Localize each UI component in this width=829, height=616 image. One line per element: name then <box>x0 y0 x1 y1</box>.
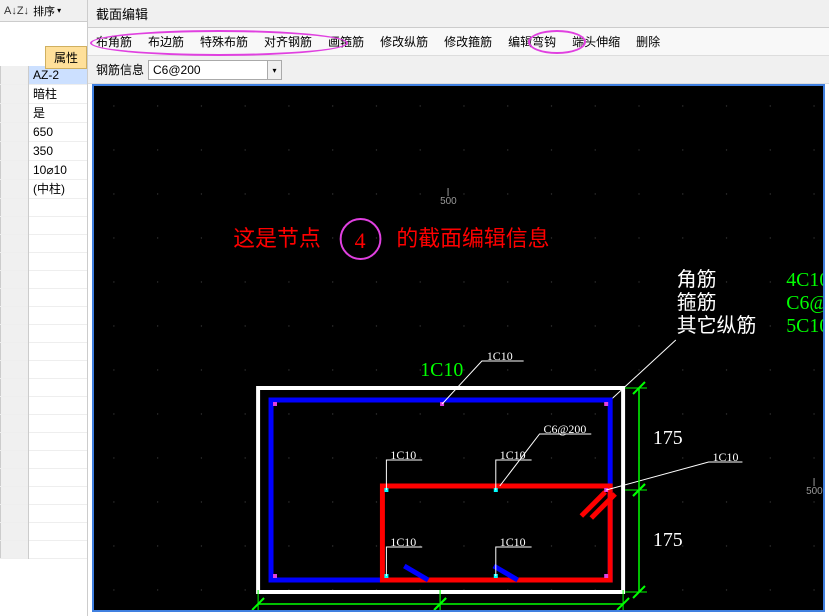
prop-row[interactable]: 650 <box>1 123 88 142</box>
svg-text:箍筋: 箍筋 <box>677 291 717 314</box>
svg-text:4: 4 <box>355 228 366 253</box>
svg-text:1C10: 1C10 <box>487 349 513 363</box>
svg-text:500: 500 <box>806 486 823 497</box>
drawing-canvas[interactable]: 500 500 这是节点 4 的截面编辑信息角筋 4C10 箍筋 C6@200 其它纵筋 5C10… <box>94 86 823 610</box>
svg-text:这是节点: 这是节点 <box>233 226 321 251</box>
prop-value: (中柱) <box>29 180 88 199</box>
sort-bar[interactable]: A↓Z↓ 排序 ▾ <box>0 0 87 22</box>
prop-value: 是 <box>29 104 88 123</box>
prop-row[interactable]: (中柱) <box>1 180 88 199</box>
svg-text:175: 175 <box>653 427 683 449</box>
sort-icon: A↓Z↓ <box>4 5 29 17</box>
main-area: 截面编辑 布角筋布边筋特殊布筋对齐钢筋画箍筋修改纵筋修改箍筋编辑弯钩端头伸缩删除… <box>88 0 829 616</box>
svg-text:1C10: 1C10 <box>390 448 416 462</box>
row-num-cell <box>1 161 29 180</box>
svg-text:1C10: 1C10 <box>420 359 463 381</box>
svg-text:500: 500 <box>440 196 457 207</box>
row-num-cell <box>1 180 29 199</box>
prop-row[interactable]: 暗柱 <box>1 85 88 104</box>
prop-header: 属性 <box>0 22 87 66</box>
svg-text:的截面编辑信息: 的截面编辑信息 <box>396 226 549 251</box>
rebar-info-dropdown[interactable]: ▾ <box>268 60 282 80</box>
canvas-wrap: 500 500 这是节点 4 的截面编辑信息角筋 4C10 箍筋 C6@200 其它纵筋 5C10… <box>92 84 825 612</box>
svg-text:其它纵筋: 其它纵筋 <box>677 314 757 337</box>
prop-row[interactable]: 350 <box>1 142 88 161</box>
sort-label: 排序 <box>33 3 55 19</box>
tool-布边筋[interactable]: 布边筋 <box>140 29 192 54</box>
tool-特殊布筋[interactable]: 特殊布筋 <box>192 29 256 54</box>
chevron-down-icon: ▾ <box>57 6 61 15</box>
row-num-cell <box>1 85 29 104</box>
rebar-info-label: 钢筋信息 <box>96 61 144 78</box>
panel-title-text: 截面编辑 <box>96 4 148 23</box>
tool-布角筋[interactable]: 布角筋 <box>88 29 140 54</box>
svg-text:1C10: 1C10 <box>390 535 416 549</box>
rebar-info-input[interactable] <box>148 60 268 80</box>
panel-title: 截面编辑 <box>88 0 829 28</box>
prop-row[interactable]: 10⌀10 <box>1 161 88 180</box>
row-num-cell <box>1 142 29 161</box>
tool-修改箍筋[interactable]: 修改箍筋 <box>436 29 500 54</box>
prop-row[interactable]: 是 <box>1 104 88 123</box>
prop-tab[interactable]: 属性 <box>45 46 87 69</box>
prop-value: 暗柱 <box>29 85 88 104</box>
tool-编辑弯钩[interactable]: 编辑弯钩 <box>500 29 564 54</box>
svg-text:1C10: 1C10 <box>713 450 739 464</box>
property-list: AZ-2暗柱是65035010⌀10(中柱) <box>0 66 87 559</box>
svg-text:C6@200: C6@200 <box>786 292 823 314</box>
info-bar: 钢筋信息 ▾ <box>88 56 829 84</box>
tool-端头伸缩[interactable]: 端头伸缩 <box>564 29 628 54</box>
svg-text:175: 175 <box>653 529 683 551</box>
left-panel: A↓Z↓ 排序 ▾ 属性 AZ-2暗柱是65035010⌀10(中柱) <box>0 0 88 616</box>
tool-修改纵筋[interactable]: 修改纵筋 <box>372 29 436 54</box>
svg-text:1C10: 1C10 <box>500 535 526 549</box>
svg-text:角筋: 角筋 <box>677 268 717 291</box>
prop-value: 350 <box>29 142 88 161</box>
row-num-cell <box>1 104 29 123</box>
svg-text:4C10: 4C10 <box>786 269 823 291</box>
tool-删除[interactable]: 删除 <box>628 29 668 54</box>
toolbar: 布角筋布边筋特殊布筋对齐钢筋画箍筋修改纵筋修改箍筋编辑弯钩端头伸缩删除 <box>88 28 829 56</box>
prop-value: 10⌀10 <box>29 161 88 180</box>
tool-画箍筋[interactable]: 画箍筋 <box>320 29 372 54</box>
svg-text:C6@200: C6@200 <box>544 422 587 436</box>
svg-text:5C10: 5C10 <box>786 315 823 337</box>
row-num-cell <box>1 123 29 142</box>
prop-value: 650 <box>29 123 88 142</box>
svg-text:1C10: 1C10 <box>500 448 526 462</box>
tool-对齐钢筋[interactable]: 对齐钢筋 <box>256 29 320 54</box>
row-num-cell <box>1 66 29 85</box>
